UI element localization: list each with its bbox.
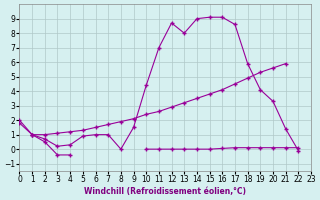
X-axis label: Windchill (Refroidissement éolien,°C): Windchill (Refroidissement éolien,°C) — [84, 187, 246, 196]
